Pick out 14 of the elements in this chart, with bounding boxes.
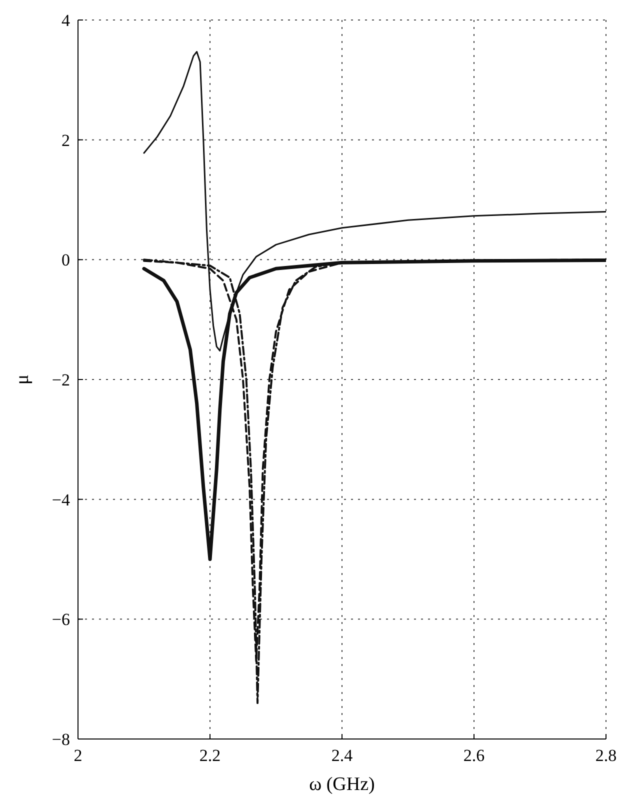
x-tick-label: 2.2 [199,746,221,765]
y-tick-label: 0 [62,250,70,270]
x-tick-label: 2.4 [331,746,354,765]
y-tick-label: −8 [52,730,70,749]
x-tick-label: 2 [74,746,82,765]
y-tick-label: 4 [62,11,70,30]
y-tick-label: −2 [52,370,70,390]
y-axis-title: μ [12,374,33,385]
y-tick-label: 2 [62,130,70,150]
y-tick-label: −6 [52,610,70,630]
x-axis-title: ω (GHz) [309,774,375,795]
x-tick-label: 2.6 [463,746,485,765]
y-tick-label: −4 [52,490,70,510]
x-tick-label: 2.8 [595,746,617,765]
